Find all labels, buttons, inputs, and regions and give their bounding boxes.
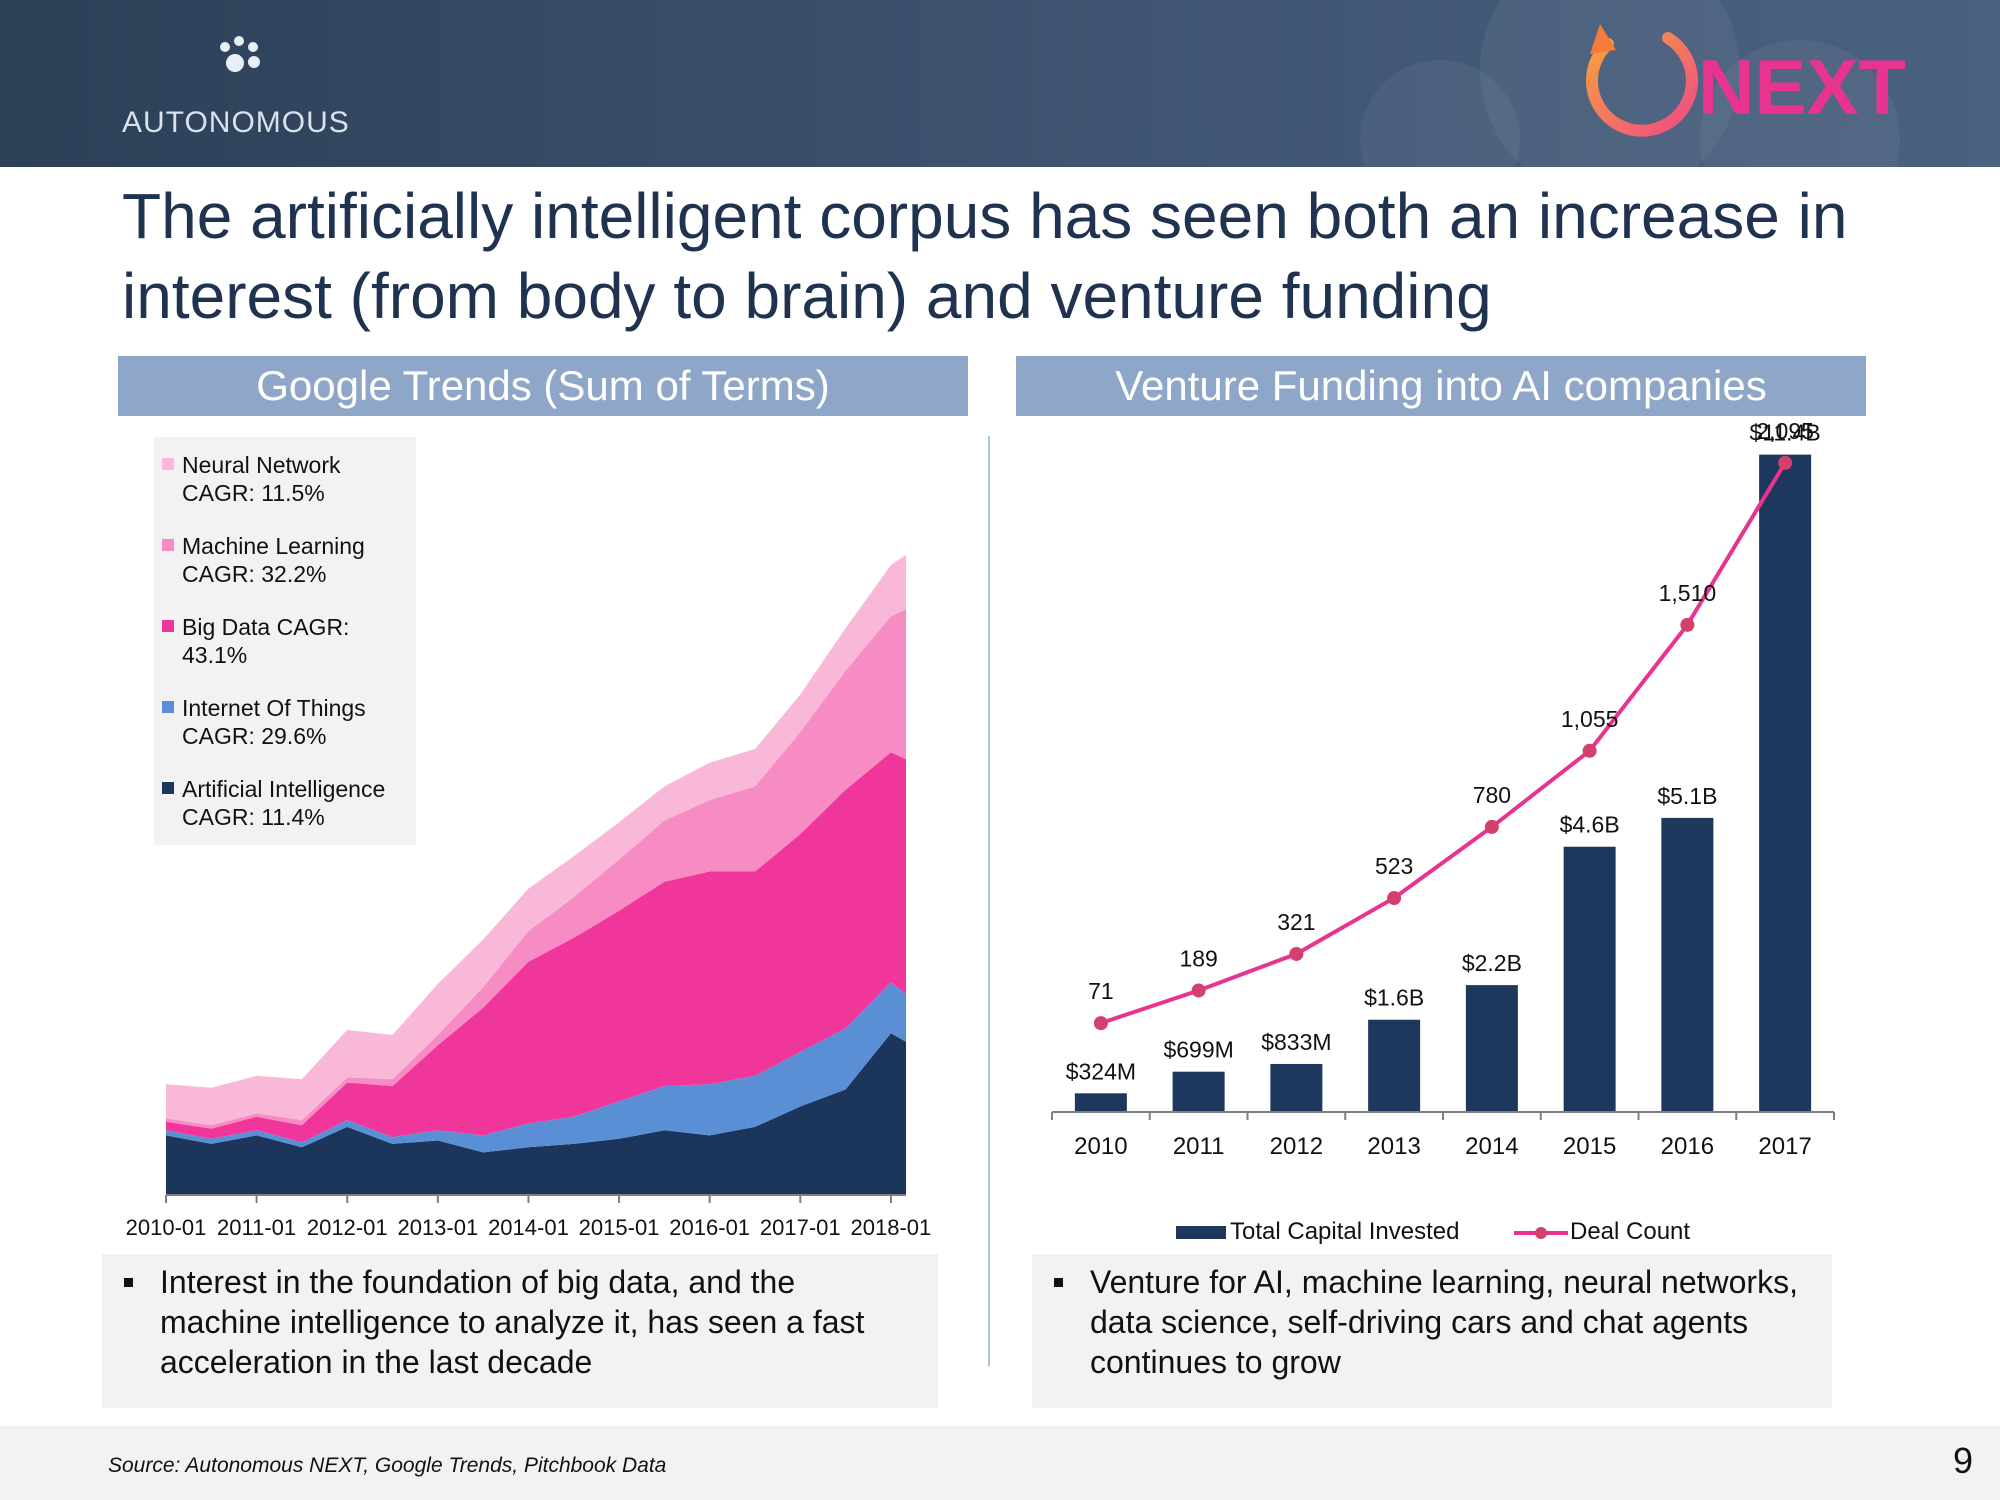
left-bullet-box: Interest in the foundation of big data, … <box>102 1254 938 1408</box>
x-tick-label: 2010 <box>1074 1133 1127 1160</box>
area-series-artificial-intelligence <box>166 1033 906 1195</box>
bar-value-label: $5.1B <box>1657 783 1717 809</box>
bar-value-label: $11.4B <box>1750 420 1821 446</box>
left-bullet-text: Interest in the foundation of big data, … <box>160 1264 865 1380</box>
header-banner: AUTONOMOUS NEXT <box>0 0 2000 167</box>
legend-label: Internet Of Things CAGR: 29.6% <box>182 695 366 749</box>
deal-count-point <box>1680 617 1695 632</box>
area-series-machine-learning <box>166 609 906 1129</box>
x-tick-label: 2014 <box>1465 1133 1518 1160</box>
bar-value-label: $1.6B <box>1364 985 1424 1011</box>
legend-bar-swatch <box>1176 1226 1226 1240</box>
deal-count-label: 321 <box>1277 909 1315 935</box>
legend-label: Machine Learning CAGR: 32.2% <box>182 533 365 587</box>
bar-value-label: $833M <box>1261 1029 1331 1055</box>
right-bullet-box: Venture for AI, machine learning, neural… <box>1032 1254 1832 1408</box>
right-bullet-text: Venture for AI, machine learning, neural… <box>1090 1264 1798 1380</box>
x-tick-label: 2012 <box>1270 1133 1323 1160</box>
x-tick-label: 2013-01 <box>397 1215 478 1240</box>
x-tick-label: 2011 <box>1173 1133 1225 1160</box>
legend-swatch <box>162 782 174 794</box>
x-tick-label: 2016 <box>1661 1133 1714 1160</box>
legend-deal-count: Deal Count <box>1514 1218 1690 1246</box>
source-note: Source: Autonomous NEXT, Google Trends, … <box>108 1454 667 1477</box>
footer-bar <box>0 1426 2000 1500</box>
deal-count-label: 1,055 <box>1561 706 1619 732</box>
legend-total-capital-label: Total Capital Invested <box>1230 1218 1460 1245</box>
legend-line-swatch <box>1514 1226 1568 1239</box>
deal-count-point <box>1191 983 1206 998</box>
autonomous-logo-icon <box>218 36 268 80</box>
legend-label: Big Data CAGR: 43.1% <box>182 614 350 668</box>
deal-count-point <box>1484 819 1499 834</box>
x-tick-label: 2017 <box>1758 1133 1811 1160</box>
page-number: 9 <box>1953 1440 1974 1481</box>
legend-total-capital: Total Capital Invested <box>1176 1218 1459 1246</box>
legend-swatch <box>162 701 174 713</box>
panel-divider <box>988 436 990 1366</box>
deal-count-point <box>1387 891 1402 906</box>
bar-total-capital <box>1759 454 1812 1113</box>
bar-total-capital <box>1563 846 1616 1112</box>
deal-count-line <box>1100 461 1787 1025</box>
slide-title: The artificially intelligent corpus has … <box>122 180 1848 332</box>
next-logo: NEXT <box>1585 24 1906 137</box>
right-panel-header: Venture Funding into AI companies <box>1016 356 1866 416</box>
brand-name: AUTONOMOUS <box>122 106 350 139</box>
x-tick-label: 2014-01 <box>488 1215 569 1240</box>
deal-count-point <box>1582 743 1597 758</box>
deal-count-point <box>1778 455 1793 470</box>
deal-count-label: 523 <box>1375 853 1413 879</box>
deal-count-label: 1,510 <box>1659 580 1717 606</box>
bar-total-capital <box>1074 1093 1127 1112</box>
x-tick-label: 2017-01 <box>760 1215 841 1240</box>
bar-value-label: $324M <box>1066 1058 1136 1084</box>
legend-deal-count-label: Deal Count <box>1570 1218 1691 1245</box>
x-tick-label: 2012-01 <box>307 1215 388 1240</box>
bar-total-capital <box>1661 817 1714 1112</box>
bar-value-label: $2.2B <box>1462 950 1522 976</box>
x-tick-label: 2010-01 <box>126 1215 207 1240</box>
bullet-icon <box>1054 1278 1063 1287</box>
deal-count-label: 2,095 <box>1756 418 1814 444</box>
bar-value-label: $699M <box>1163 1037 1233 1063</box>
legend-swatch <box>162 539 174 551</box>
x-tick-label: 2018-01 <box>851 1215 932 1240</box>
x-tick-label: 2013 <box>1367 1133 1420 1160</box>
x-tick-label: 2015-01 <box>579 1215 660 1240</box>
area-series-internet-of-things <box>166 982 906 1153</box>
deal-count-point <box>1093 1016 1108 1031</box>
bar-total-capital <box>1465 985 1518 1112</box>
x-tick-label: 2016-01 <box>669 1215 750 1240</box>
deal-count-point <box>1289 946 1304 961</box>
bar-total-capital <box>1368 1019 1421 1112</box>
bar-total-capital <box>1270 1063 1323 1112</box>
legend-swatch <box>162 620 174 632</box>
bar-total-capital <box>1172 1071 1225 1112</box>
legend-swatch <box>162 458 174 470</box>
bullet-icon <box>124 1278 133 1287</box>
area-series-big-data <box>166 752 906 1143</box>
legend-label: Artificial Intelligence CAGR: 11.4% <box>182 776 386 830</box>
bar-value-label: $4.6B <box>1560 812 1620 838</box>
next-logo-text: NEXT <box>1698 43 1906 131</box>
deal-count-label: 780 <box>1473 782 1511 808</box>
deal-count-label: 71 <box>1088 978 1114 1004</box>
legend-label: Neural Network CAGR: 11.5% <box>182 452 341 506</box>
deal-count-label: 189 <box>1179 945 1217 971</box>
left-panel-header: Google Trends (Sum of Terms) <box>118 356 968 416</box>
trends-legend: Neural Network CAGR: 11.5% Machine Learni… <box>154 437 416 845</box>
x-tick-label: 2015 <box>1563 1133 1616 1160</box>
x-tick-label: 2011-01 <box>217 1215 296 1240</box>
